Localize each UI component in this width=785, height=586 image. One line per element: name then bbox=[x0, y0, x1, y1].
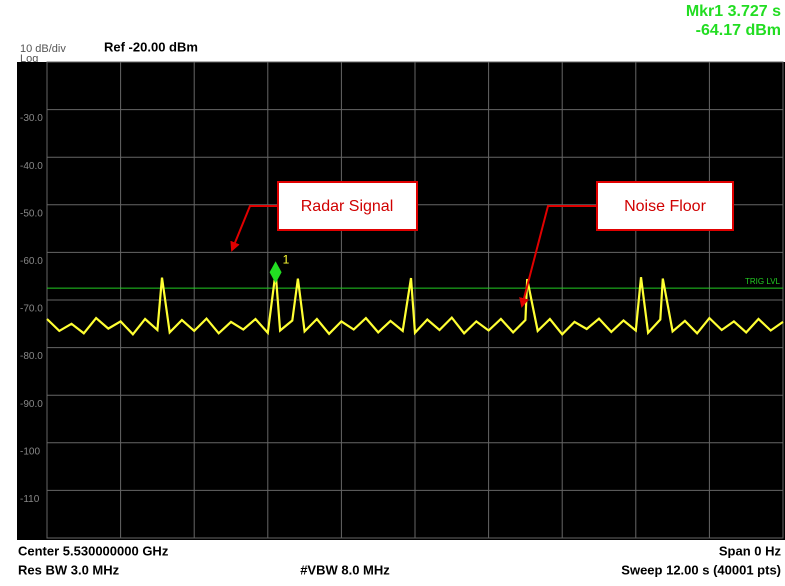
y-tick-label: -100 bbox=[20, 446, 40, 457]
resolution-bandwidth: Res BW 3.0 MHz bbox=[18, 562, 120, 577]
marker-time: Mkr1 3.727 s bbox=[686, 3, 781, 20]
marker-label: 1 bbox=[283, 252, 290, 266]
center-frequency: Center 5.530000000 GHz bbox=[18, 543, 169, 558]
video-bandwidth: #VBW 8.0 MHz bbox=[300, 562, 390, 577]
y-tick-label: -110 bbox=[20, 494, 40, 505]
marker bbox=[269, 261, 282, 284]
annotations: Radar Signal Noise Floor bbox=[230, 181, 734, 308]
span: Span 0 Hz bbox=[719, 543, 782, 558]
plot-background bbox=[17, 62, 785, 540]
plot: -30.0 -40.0 -50.0 -60.0 -70.0 -80.0 -90.0 -100 -… bbox=[20, 61, 784, 539]
trace bbox=[46, 272, 784, 336]
annotation: Radar Signal bbox=[301, 198, 394, 215]
reference-level: Ref -20.00 dBm bbox=[104, 39, 198, 54]
marker-amplitude: -64.17 dBm bbox=[696, 22, 781, 39]
y-tick-label: -30.0 bbox=[20, 113, 43, 124]
y-tick-label: -50.0 bbox=[20, 208, 43, 219]
annotation-box bbox=[596, 181, 734, 231]
annotation-box bbox=[277, 181, 418, 231]
annotation: Noise Floor bbox=[624, 198, 706, 215]
scale-type: Log bbox=[20, 53, 38, 65]
trigger-label: TRIG LVL bbox=[745, 277, 781, 286]
y-tick-label: -90.0 bbox=[20, 399, 43, 410]
scale-label: 10 dB/div bbox=[20, 43, 66, 55]
y-tick-label: -70.0 bbox=[20, 304, 43, 315]
arrow bbox=[519, 205, 597, 308]
arrow bbox=[230, 205, 278, 252]
y-tick-label: -60.0 bbox=[20, 256, 43, 267]
y-tick-label: -80.0 bbox=[20, 351, 43, 362]
y-tick-label: -40.0 bbox=[20, 161, 43, 172]
sweep: Sweep 12.00 s (40001 pts) bbox=[621, 562, 781, 577]
